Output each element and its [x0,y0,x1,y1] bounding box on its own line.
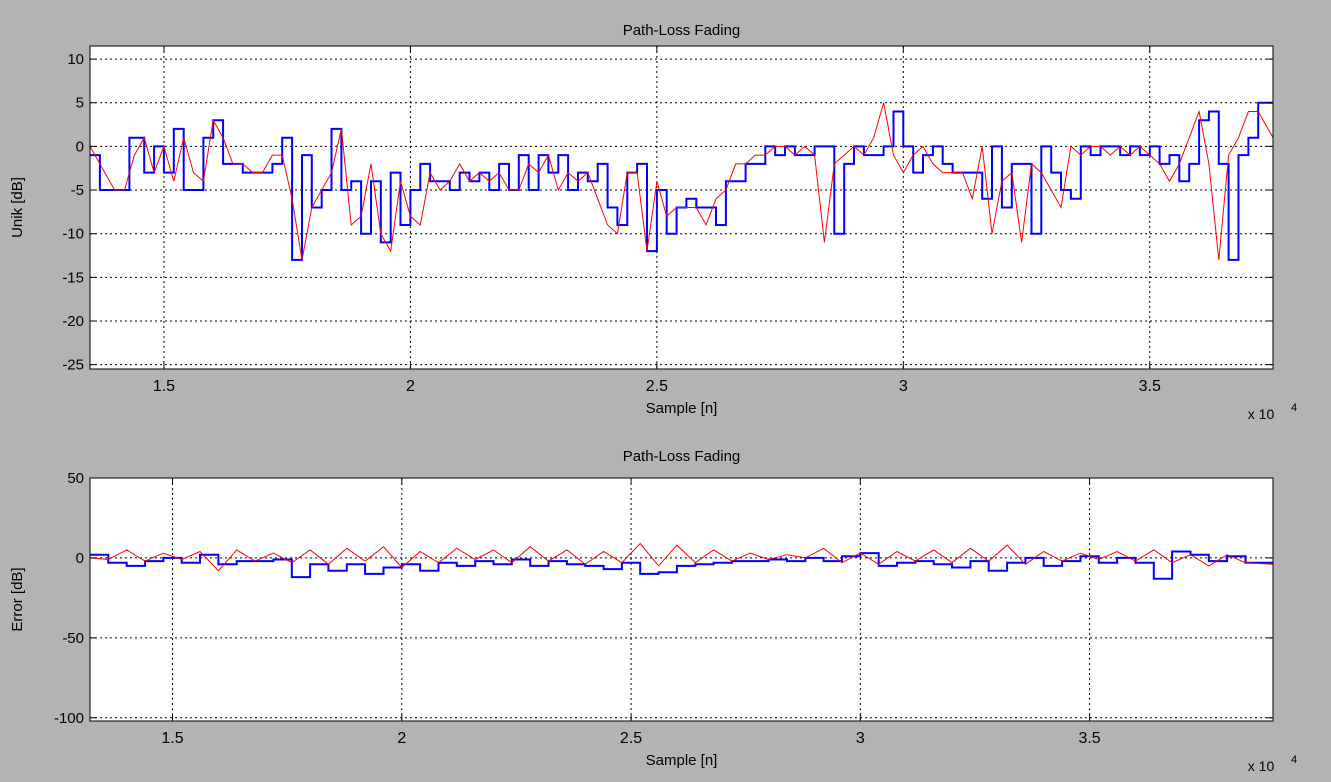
y-axis-label: Error [dB] [9,567,26,631]
y-axis-label: Unik [dB] [9,177,26,238]
chart-title: Path-Loss Fading [623,22,741,39]
y-tick-label: 0 [76,550,84,567]
x-tick-label: 3.5 [1139,378,1161,395]
x-tick-label: 2 [406,378,415,395]
y-tick-label: 50 [67,470,84,487]
subplot-2: 1.5 2 2.5 3 3.5 -100 -50 0 50 Path-Loss Fading Sam… [9,448,1297,774]
y-tick-label: -50 [62,630,84,647]
y-tick-label: -20 [62,313,84,330]
x-exponent-power: 4 [1291,754,1297,766]
x-tick-label: 1.5 [153,378,175,395]
x-axis-label: Sample [n] [646,752,718,769]
series-line-red [90,102,1273,260]
x-exponent-label: x 10 [1248,406,1275,422]
chart-title: Path-Loss Fading [623,448,741,465]
series-group [90,101,1273,261]
x-tick-label: 3.5 [1078,730,1100,747]
x-tick-label: 3 [899,378,908,395]
x-tick-label: 2 [397,730,406,747]
x-axis-label: Sample [n] [646,400,718,417]
x-tick-label: 3 [856,730,865,747]
y-tick-label: 10 [67,51,84,68]
y-tick-label: 5 [76,95,84,112]
x-tick-label: 2.5 [620,730,642,747]
axes-frame [89,477,1274,722]
series-line-red [90,542,1273,572]
y-tick-label: -25 [62,357,84,374]
y-tick-label: -100 [54,710,84,727]
series-line-blue [90,550,1273,580]
series-group [90,542,1273,580]
x-tick-label: 2.5 [646,378,668,395]
x-exponent-power: 4 [1291,402,1297,414]
y-tick-label: -10 [62,226,84,243]
y-tick-label: -15 [62,269,84,286]
x-tick-label: 1.5 [161,730,183,747]
y-tick-label: -5 [71,182,84,199]
x-exponent-label: x 10 [1248,758,1275,774]
y-tick-label: 0 [76,138,84,155]
subplot-1: 1.5 2 2.5 3 3.5 -25 -20 -15 -10 -5 0 5 10 Path-Loss F… [9,22,1297,422]
axes-frame [89,45,1274,370]
plot-area [90,478,1273,721]
series-line-blue [90,101,1273,261]
